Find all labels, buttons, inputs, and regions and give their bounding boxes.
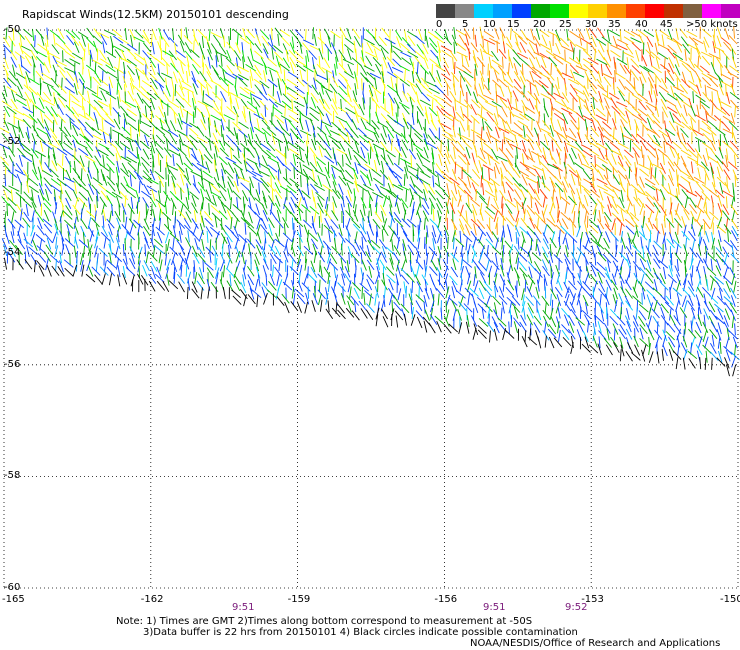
legend-swatch: [436, 4, 455, 18]
longitude-label: -162: [140, 594, 164, 605]
legend-color-bar: [436, 4, 740, 18]
lat-lon-grid: [3, 29, 739, 589]
legend-swatch: [683, 4, 702, 18]
legend-swatch: [588, 4, 607, 18]
legend-swatch: [550, 4, 569, 18]
chart-title: Rapidscat Winds(12.5KM) 20150101 descend…: [22, 8, 289, 21]
legend-swatch: [664, 4, 683, 18]
latitude-label: -54: [4, 247, 21, 259]
legend-swatch: [702, 4, 721, 18]
legend-tick-label: >50 knots: [686, 19, 738, 30]
legend-tick-label: 45: [660, 19, 673, 30]
note-line-1: Note: 1) Times are GMT 2)Times along bot…: [116, 616, 533, 627]
legend-tick-label: 5: [462, 19, 469, 30]
legend-tick-label: 10: [483, 19, 496, 30]
latitude-label: -50: [4, 24, 21, 35]
time-label: 9:52: [565, 602, 588, 613]
legend-swatch: [607, 4, 626, 18]
legend-swatch: [721, 4, 740, 18]
legend-swatch: [512, 4, 531, 18]
legend-swatch: [645, 4, 664, 18]
legend-tick-label: 40: [635, 19, 648, 30]
legend-tick-label: 30: [585, 19, 598, 30]
wind-speed-legend: 0 5 10 15 20 25 30 35 40 45 >50 knots: [436, 4, 740, 30]
legend-tick-labels: 0 5 10 15 20 25 30 35 40 45 >50 knots: [436, 18, 740, 30]
time-label: 9:51: [232, 602, 255, 613]
legend-tick-label: 25: [559, 19, 572, 30]
latitude-label: -56: [4, 358, 21, 370]
longitude-label: -165: [2, 594, 25, 605]
legend-swatch: [531, 4, 550, 18]
note-line-3: NOAA/NESDIS/Office of Research and Appli…: [470, 638, 721, 649]
legend-tick-label: 20: [533, 19, 546, 30]
latitude-label: -60: [4, 582, 21, 593]
latitude-label: -58: [4, 470, 21, 482]
legend-tick-label: 35: [608, 19, 621, 30]
legend-swatch: [455, 4, 474, 18]
note-line-2: 3)Data buffer is 22 hrs from 20150101 4)…: [143, 627, 578, 638]
legend-swatch: [493, 4, 512, 18]
longitude-label: -159: [287, 594, 311, 605]
legend-swatch: [626, 4, 645, 18]
wind-barbs: [0, 26, 740, 377]
legend-tick-label: 0: [436, 19, 443, 30]
latitude-label: -52: [4, 135, 21, 147]
longitude-label: -153: [581, 594, 604, 605]
legend-swatch: [569, 4, 588, 18]
legend-tick-label: 15: [507, 19, 520, 30]
longitude-label: -150: [720, 594, 740, 605]
time-label: 9:51: [483, 602, 506, 613]
longitude-label: -156: [434, 594, 458, 605]
legend-swatch: [474, 4, 493, 18]
